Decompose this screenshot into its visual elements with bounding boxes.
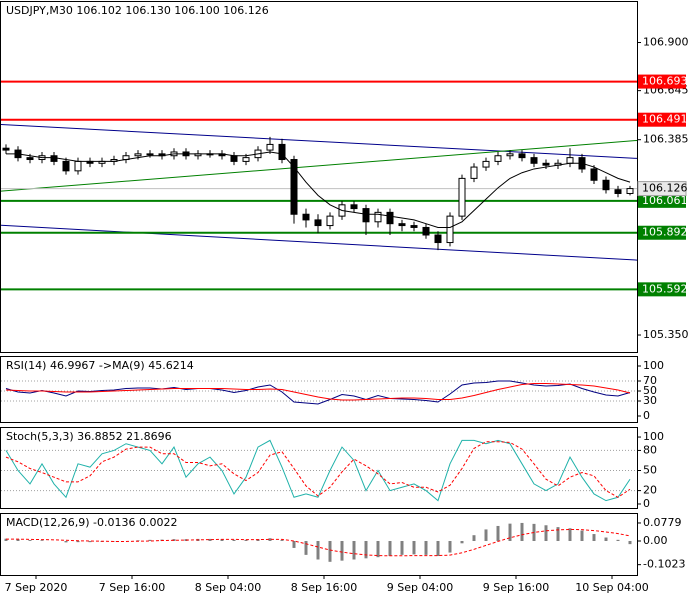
level-tag bbox=[638, 74, 686, 89]
candle-body bbox=[470, 166, 478, 179]
level-tag bbox=[638, 112, 686, 127]
candle-body bbox=[530, 157, 538, 164]
series-line bbox=[5, 383, 631, 401]
y-tick-label: 50 bbox=[643, 384, 657, 397]
level-label: 106.693 bbox=[642, 75, 688, 88]
candle-body bbox=[266, 143, 274, 151]
level-label: 106.061 bbox=[642, 194, 688, 207]
y-tick-label: 100 bbox=[643, 430, 664, 443]
pane-title: RSI(14) 46.9967 ->MA(9) 45.6214 bbox=[6, 359, 194, 372]
candle-body bbox=[278, 143, 286, 161]
candle-body bbox=[422, 226, 430, 236]
candle-body bbox=[242, 157, 250, 162]
y-tick-label: 0.00 bbox=[643, 534, 668, 547]
level-tag bbox=[638, 282, 686, 297]
candle-body bbox=[362, 208, 370, 223]
candle-body bbox=[2, 147, 10, 151]
candle-body bbox=[566, 157, 574, 164]
series-line bbox=[5, 439, 631, 502]
candle-body bbox=[506, 153, 514, 157]
candle-body bbox=[590, 168, 598, 181]
pane-content bbox=[1, 439, 637, 502]
candle-body bbox=[290, 159, 298, 215]
pane-title: Stoch(5,3,3) 36.8852 21.8696 bbox=[6, 430, 172, 443]
y-tick-label: 0.0779 bbox=[643, 516, 682, 529]
candle-body bbox=[614, 189, 622, 194]
candle-body bbox=[74, 160, 82, 172]
level-label: 105.592 bbox=[642, 282, 688, 295]
candle-body bbox=[134, 153, 142, 157]
candle-body bbox=[542, 162, 550, 166]
x-tick-label: 8 Sep 04:00 bbox=[195, 581, 261, 594]
y-tick-label: 70 bbox=[643, 374, 657, 387]
candle-body bbox=[482, 160, 490, 168]
candle-body bbox=[326, 215, 334, 227]
y-tick-label: 30 bbox=[643, 394, 657, 407]
y-tick-label: 100 bbox=[643, 359, 664, 372]
candle-body bbox=[302, 213, 310, 221]
y-tick-label: 80 bbox=[643, 443, 657, 456]
trendline bbox=[1, 139, 637, 192]
y-tick-label: 0 bbox=[643, 409, 650, 422]
series-line bbox=[6, 151, 631, 228]
current-price-label: 106.126 bbox=[642, 182, 688, 195]
candle-body bbox=[626, 188, 634, 194]
y-tick-label: 105.350 bbox=[643, 328, 689, 341]
pane-frame bbox=[0, 356, 638, 423]
series-line bbox=[6, 528, 631, 557]
x-tick-label: 9 Sep 16:00 bbox=[483, 581, 549, 594]
trendline bbox=[1, 224, 637, 261]
candle-body bbox=[518, 153, 526, 159]
x-tick-label: 9 Sep 04:00 bbox=[387, 581, 453, 594]
candle-body bbox=[374, 211, 382, 223]
pane-content bbox=[1, 80, 637, 291]
y-tick-label: -0.1023 bbox=[643, 558, 685, 571]
series-line bbox=[5, 441, 631, 498]
pane-title: USDJPY,M30 106.102 106.130 106.100 106.1… bbox=[6, 4, 269, 17]
y-tick-label: 106.900 bbox=[643, 36, 689, 49]
candle-body bbox=[146, 153, 154, 156]
candle-body bbox=[602, 179, 610, 191]
candle-body bbox=[446, 215, 454, 244]
y-tick-label: 106.385 bbox=[643, 133, 689, 146]
candle-body bbox=[386, 211, 394, 225]
pane-frame bbox=[0, 1, 638, 353]
level-tag bbox=[638, 225, 686, 240]
candle-body bbox=[434, 234, 442, 244]
level-label: 106.491 bbox=[642, 113, 688, 126]
pane-content bbox=[4, 522, 632, 562]
candle-body bbox=[410, 225, 418, 228]
y-tick-label: 50 bbox=[643, 464, 657, 477]
current-price-tag bbox=[637, 181, 687, 197]
candle-body bbox=[62, 160, 70, 172]
candle-body bbox=[398, 223, 406, 227]
pane-content bbox=[1, 380, 637, 405]
x-tick-label: 10 Sep 04:00 bbox=[575, 581, 648, 594]
candle-body bbox=[26, 157, 34, 161]
pane-title: MACD(12,26,9) -0.0136 0.0022 bbox=[6, 516, 177, 529]
level-tag bbox=[638, 193, 686, 208]
x-tick-label: 7 Sep 16:00 bbox=[99, 581, 165, 594]
candle-body bbox=[230, 155, 238, 162]
candle-body bbox=[350, 204, 358, 210]
trendline bbox=[1, 123, 637, 159]
candle-body bbox=[314, 219, 322, 227]
y-tick-label: 0 bbox=[643, 497, 650, 510]
y-tick-label: 20 bbox=[643, 484, 657, 497]
level-label: 105.892 bbox=[642, 226, 688, 239]
candle-body bbox=[50, 155, 58, 162]
x-tick-label: 7 Sep 2020 bbox=[5, 581, 68, 594]
x-tick-label: 8 Sep 16:00 bbox=[291, 581, 357, 594]
candle-body bbox=[458, 177, 466, 217]
candle-body bbox=[494, 155, 502, 162]
